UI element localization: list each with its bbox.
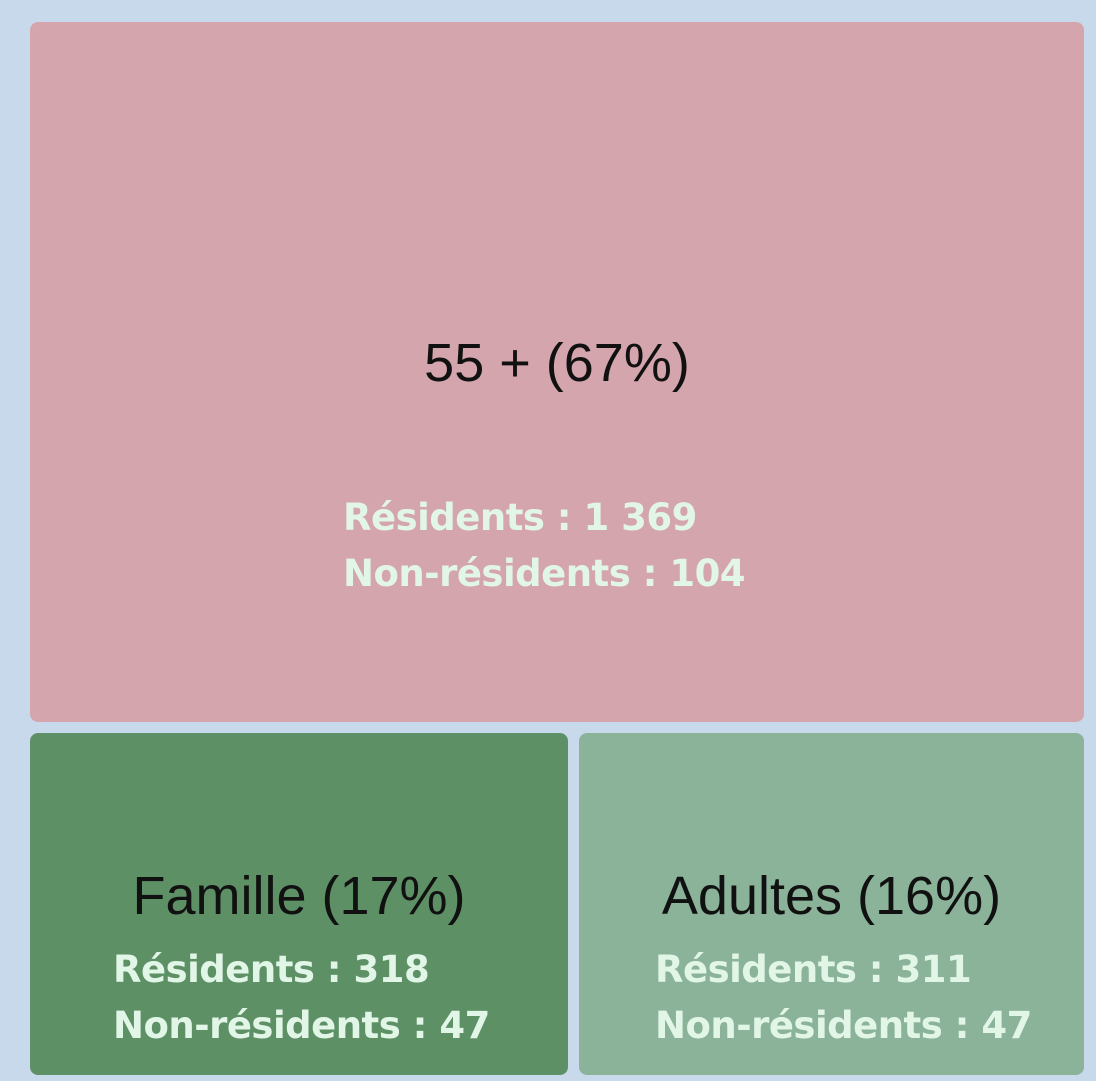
detail-line: Non-résidents : 47 [113, 1004, 490, 1047]
detail-line: Non-résidents : 104 [343, 552, 746, 595]
tile: 55 + (67%) Résidents : 1 369 Non-résidents… [30, 22, 1084, 722]
tile-details: Résidents : 311 Non-résidents : 47 [655, 942, 1032, 1054]
tile: Adultes (16%) Résidents : 311 Non-résident… [579, 733, 1084, 1075]
tile-label: 55 + (67%) [424, 333, 690, 393]
tile: Famille (17%) Résidents : 318 Non-résident… [30, 733, 568, 1075]
tile-details: Résidents : 1 369 Non-résidents : 104 [343, 490, 746, 602]
detail-line: Résidents : 1 369 [343, 496, 697, 539]
tile-details: Résidents : 318 Non-résidents : 47 [113, 942, 490, 1054]
tile-label: Famille (17%) [132, 866, 466, 926]
detail-line: Non-résidents : 47 [655, 1004, 1032, 1047]
tile-label: Adultes (16%) [661, 866, 1002, 926]
detail-line: Résidents : 311 [655, 948, 972, 991]
detail-line: Résidents : 318 [113, 948, 430, 991]
